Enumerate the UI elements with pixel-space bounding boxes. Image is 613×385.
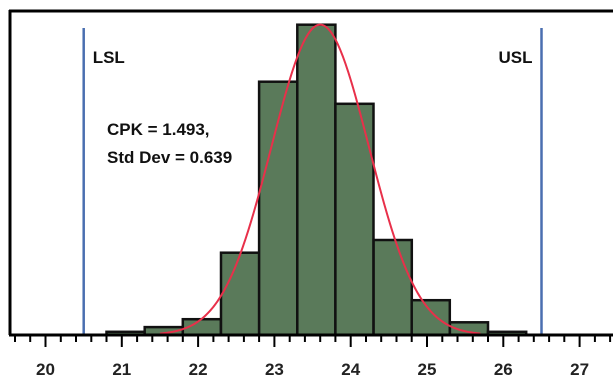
frame-layer — [8, 9, 613, 337]
x-tick-label-22: 22 — [189, 360, 208, 379]
lsl-label: LSL — [93, 48, 125, 67]
x-tick-label-20: 20 — [36, 360, 55, 379]
x-tick-label-25: 25 — [418, 360, 437, 379]
x-tick-label-21: 21 — [112, 360, 131, 379]
x-tick-label-23: 23 — [265, 360, 284, 379]
normal-fit-curve — [159, 23, 481, 335]
x-tick-label-24: 24 — [341, 360, 360, 379]
cpk-annotation: CPK = 1.493, — [107, 120, 210, 139]
x-tick-label-26: 26 — [494, 360, 513, 379]
spec-limits-layer: LSL USL — [82, 28, 543, 335]
std-dev-annotation: Std Dev = 0.639 — [107, 148, 232, 167]
curve-layer — [159, 23, 481, 335]
histogram-bar-9 — [410, 298, 452, 337]
ticks-layer: 20 21 22 23 24 25 26 27 — [14, 335, 612, 379]
histogram-bar-8 — [372, 238, 414, 337]
histogram-bar-4 — [219, 251, 261, 337]
x-tick-label-27: 27 — [570, 360, 589, 379]
histogram-bar-6 — [296, 23, 337, 337]
usl-label: USL — [499, 48, 533, 67]
